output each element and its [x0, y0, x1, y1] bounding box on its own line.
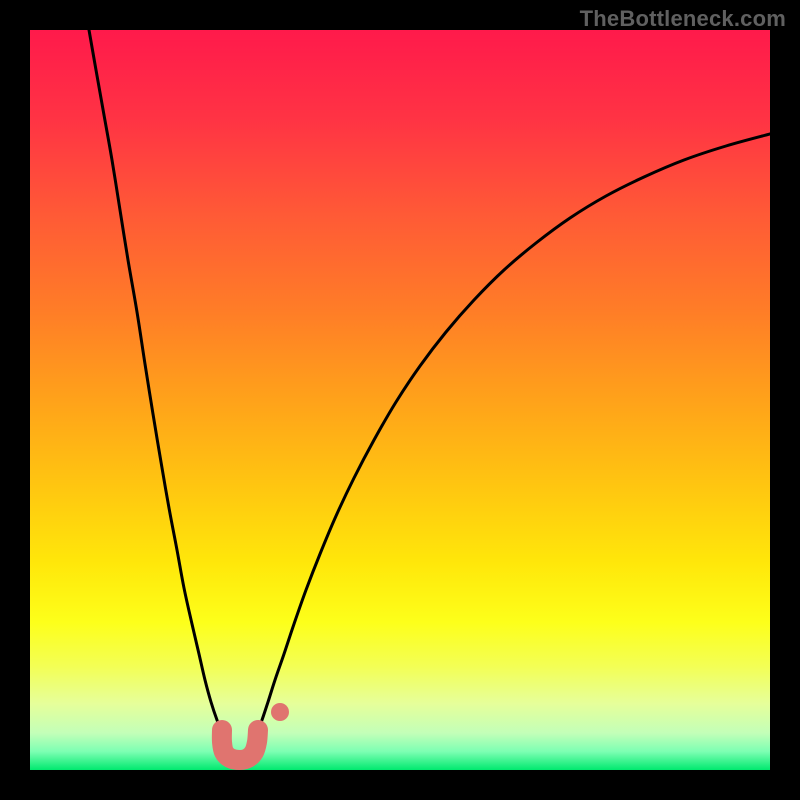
plot-background [30, 30, 770, 770]
dot-marker [271, 703, 289, 721]
bottleneck-chart [0, 0, 800, 800]
chart-stage: TheBottleneck.com [0, 0, 800, 800]
